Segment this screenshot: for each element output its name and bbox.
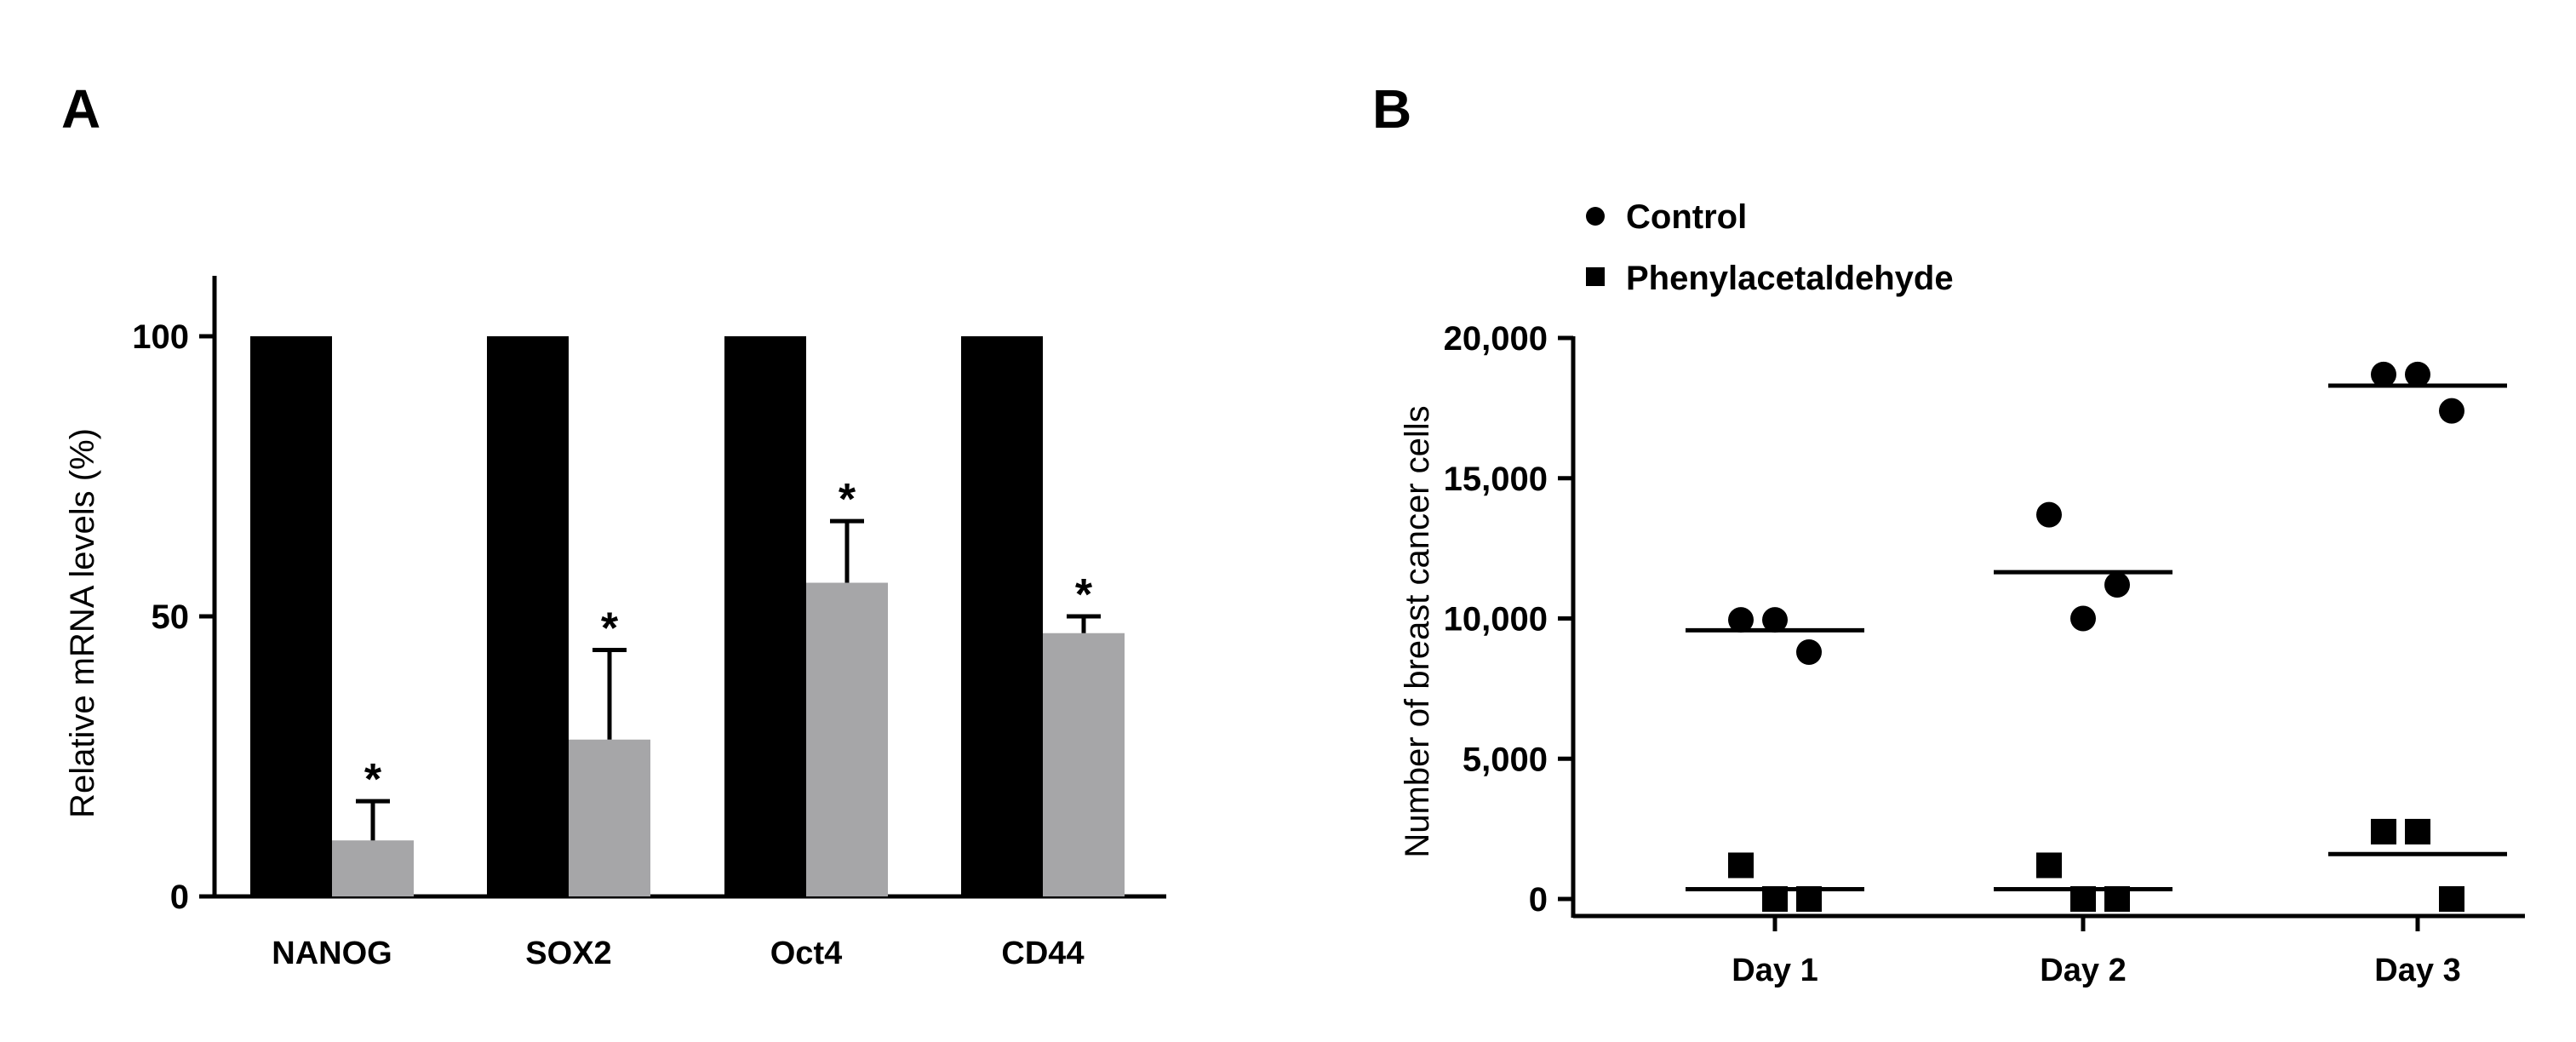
data-point-control-day-2 bbox=[2070, 605, 2096, 632]
panel-b: B Number of breast cancer cells Control … bbox=[1372, 78, 2525, 988]
data-point-control-day-3 bbox=[2371, 361, 2396, 387]
data-point-phenylacetaldehyde-day-3 bbox=[2439, 886, 2464, 912]
data-point-control-day-1 bbox=[1762, 607, 1788, 633]
panel-b-y-tick-label: 10,000 bbox=[1444, 601, 1548, 638]
panel-b-y-tick-label: 5,000 bbox=[1463, 741, 1548, 778]
legend-item-control: Control bbox=[1586, 198, 1747, 236]
panel-a-labels: * NANOG * SOX2 * Oct4 * CD44 bbox=[272, 475, 1093, 971]
significance-marker-sox2: * bbox=[601, 604, 619, 653]
panel-b-category-label: Day 2 bbox=[2040, 953, 2126, 988]
panel-a-y-tick-label: 50 bbox=[152, 598, 190, 636]
panel-a: A Relative mRNA levels (%) 0 50 100 * NANOG… bbox=[61, 78, 1166, 971]
data-point-control-day-1 bbox=[1796, 639, 1822, 666]
data-point-control-day-3 bbox=[2405, 361, 2430, 387]
bar-control-cd44 bbox=[961, 336, 1043, 896]
panel-b-axes: 0 5,000 10,000 15,000 20,000 Day 1 Day 2 Day 3 bbox=[1444, 320, 2525, 988]
panel-a-category-label: NANOG bbox=[272, 936, 392, 971]
data-point-control-day-2 bbox=[2036, 501, 2062, 528]
data-point-phenylacetaldehyde-day-1 bbox=[1796, 886, 1822, 912]
data-point-control-day-1 bbox=[1728, 607, 1754, 633]
bar-phenylacetaldehyde-cd44 bbox=[1043, 633, 1125, 896]
data-point-phenylacetaldehyde-day-2 bbox=[2070, 886, 2096, 912]
panel-b-legend: Control Phenylacetaldehyde bbox=[1586, 198, 1954, 297]
panel-a-y-tick-label: 100 bbox=[132, 318, 189, 356]
legend-label-phenylacetaldehyde: Phenylacetaldehyde bbox=[1626, 260, 1954, 297]
significance-marker-nanog: * bbox=[364, 755, 382, 804]
panel-b-y-tick-label: 20,000 bbox=[1444, 320, 1548, 358]
panel-a-category-label: CD44 bbox=[1001, 936, 1084, 971]
panel-a-label: A bbox=[61, 78, 100, 140]
bar-phenylacetaldehyde-sox2 bbox=[569, 739, 650, 896]
panel-a-y-tick-label: 0 bbox=[170, 879, 189, 916]
panel-a-bars bbox=[250, 336, 1125, 896]
data-point-phenylacetaldehyde-day-2 bbox=[2036, 852, 2062, 879]
panel-b-category-label: Day 3 bbox=[2374, 953, 2460, 988]
data-point-phenylacetaldehyde-day-3 bbox=[2405, 818, 2430, 844]
significance-marker-oct4: * bbox=[839, 475, 856, 524]
panel-b-marks bbox=[1686, 361, 2507, 912]
data-point-phenylacetaldehyde-day-1 bbox=[1728, 852, 1754, 879]
panel-b-label: B bbox=[1372, 78, 1411, 140]
panel-a-category-label: Oct4 bbox=[770, 936, 842, 971]
data-point-phenylacetaldehyde-day-3 bbox=[2371, 818, 2396, 844]
panel-a-category-label: SOX2 bbox=[525, 936, 611, 971]
data-point-control-day-3 bbox=[2439, 398, 2464, 424]
panel-b-y-axis-title: Number of breast cancer cells bbox=[1399, 405, 1436, 857]
significance-marker-cd44: * bbox=[1075, 570, 1093, 620]
legend-square-marker bbox=[1586, 267, 1605, 286]
bar-phenylacetaldehyde-nanog bbox=[332, 840, 414, 896]
legend-label-control: Control bbox=[1626, 198, 1747, 236]
legend-item-phenylacetaldehyde: Phenylacetaldehyde bbox=[1586, 260, 1954, 297]
panel-b-category-label: Day 1 bbox=[1732, 953, 1818, 988]
panel-b-y-tick-label: 0 bbox=[1529, 881, 1548, 919]
data-point-control-day-2 bbox=[2104, 571, 2130, 598]
bar-control-sox2 bbox=[487, 336, 569, 896]
bar-control-nanog bbox=[250, 336, 332, 896]
data-point-phenylacetaldehyde-day-1 bbox=[1762, 886, 1788, 912]
panel-a-y-axis-title: Relative mRNA levels (%) bbox=[64, 428, 101, 818]
panel-b-y-tick-label: 15,000 bbox=[1444, 461, 1548, 498]
data-point-phenylacetaldehyde-day-2 bbox=[2104, 886, 2130, 912]
bar-control-oct4 bbox=[724, 336, 806, 896]
bar-phenylacetaldehyde-oct4 bbox=[806, 582, 888, 896]
legend-circle-marker bbox=[1586, 207, 1605, 226]
